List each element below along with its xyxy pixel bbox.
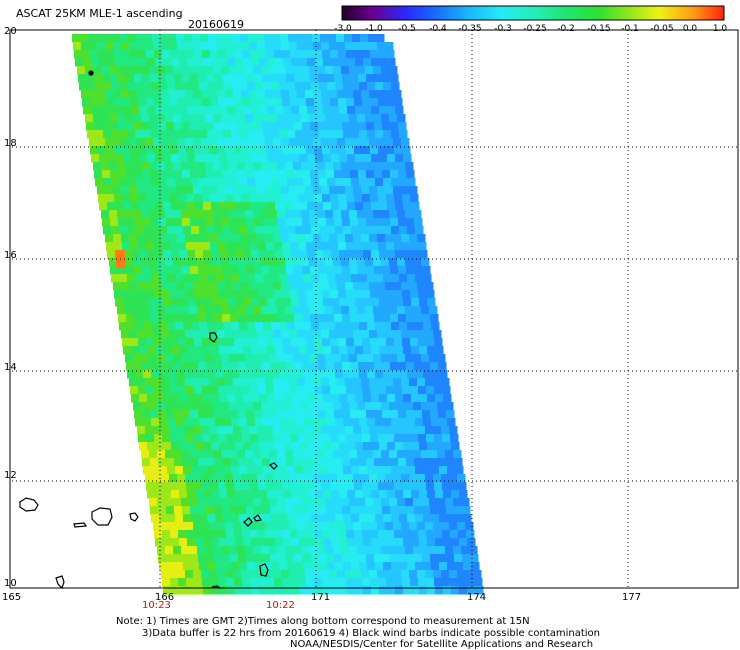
colorbar-label: -3.0 [334, 24, 352, 34]
product-title: ASCAT 25KM MLE-1 ascending [16, 7, 183, 20]
note-line-2: 3)Data buffer is 22 hrs from 20160619 4)… [142, 628, 600, 639]
lon-label: 174 [467, 592, 487, 603]
lat-label: 10 [4, 578, 17, 589]
lon-label: 171 [311, 592, 331, 603]
lat-label: 18 [4, 138, 17, 149]
colorbar-label: -0.05 [650, 24, 674, 34]
colorbar-swatches [341, 5, 725, 21]
colorbar-label: -0.3 [494, 24, 512, 34]
swath-data [72, 34, 484, 595]
colorbar-label: -0.25 [523, 24, 547, 34]
lat-label: 16 [4, 250, 17, 261]
note-line-3: NOAA/NESDIS/Center for Satellite Applica… [290, 639, 594, 650]
coastlines [19, 70, 278, 590]
lat-label: 12 [4, 470, 17, 481]
time-label-right: 10:22 [266, 600, 295, 611]
lat-label: 20 [4, 26, 17, 37]
colorbar-label: -0.2 [557, 24, 575, 34]
colorbar-label: -0.1 [621, 24, 639, 34]
product-date: 20160619 [188, 18, 244, 31]
lat-label: 14 [4, 362, 17, 373]
colorbar-label: -0.5 [398, 24, 416, 34]
time-label-left: 10:23 [142, 600, 171, 611]
lon-label: 166 [155, 592, 175, 603]
colorbar-label: 1.0 [712, 24, 728, 34]
colorbar-label: -0.15 [587, 24, 611, 34]
lat-lon-grid [9, 29, 739, 589]
map-frame [9, 29, 739, 589]
lon-label: 177 [622, 592, 642, 603]
colorbar-label: -0.4 [429, 24, 447, 34]
note-line-1: Note: 1) Times are GMT 2)Times along bot… [116, 616, 530, 627]
colorbar-label: 0.0 [682, 24, 698, 34]
lon-label: 165 [2, 592, 22, 603]
colorbar-label: -1.0 [365, 24, 383, 34]
colorbar-label: -0.35 [458, 24, 482, 34]
